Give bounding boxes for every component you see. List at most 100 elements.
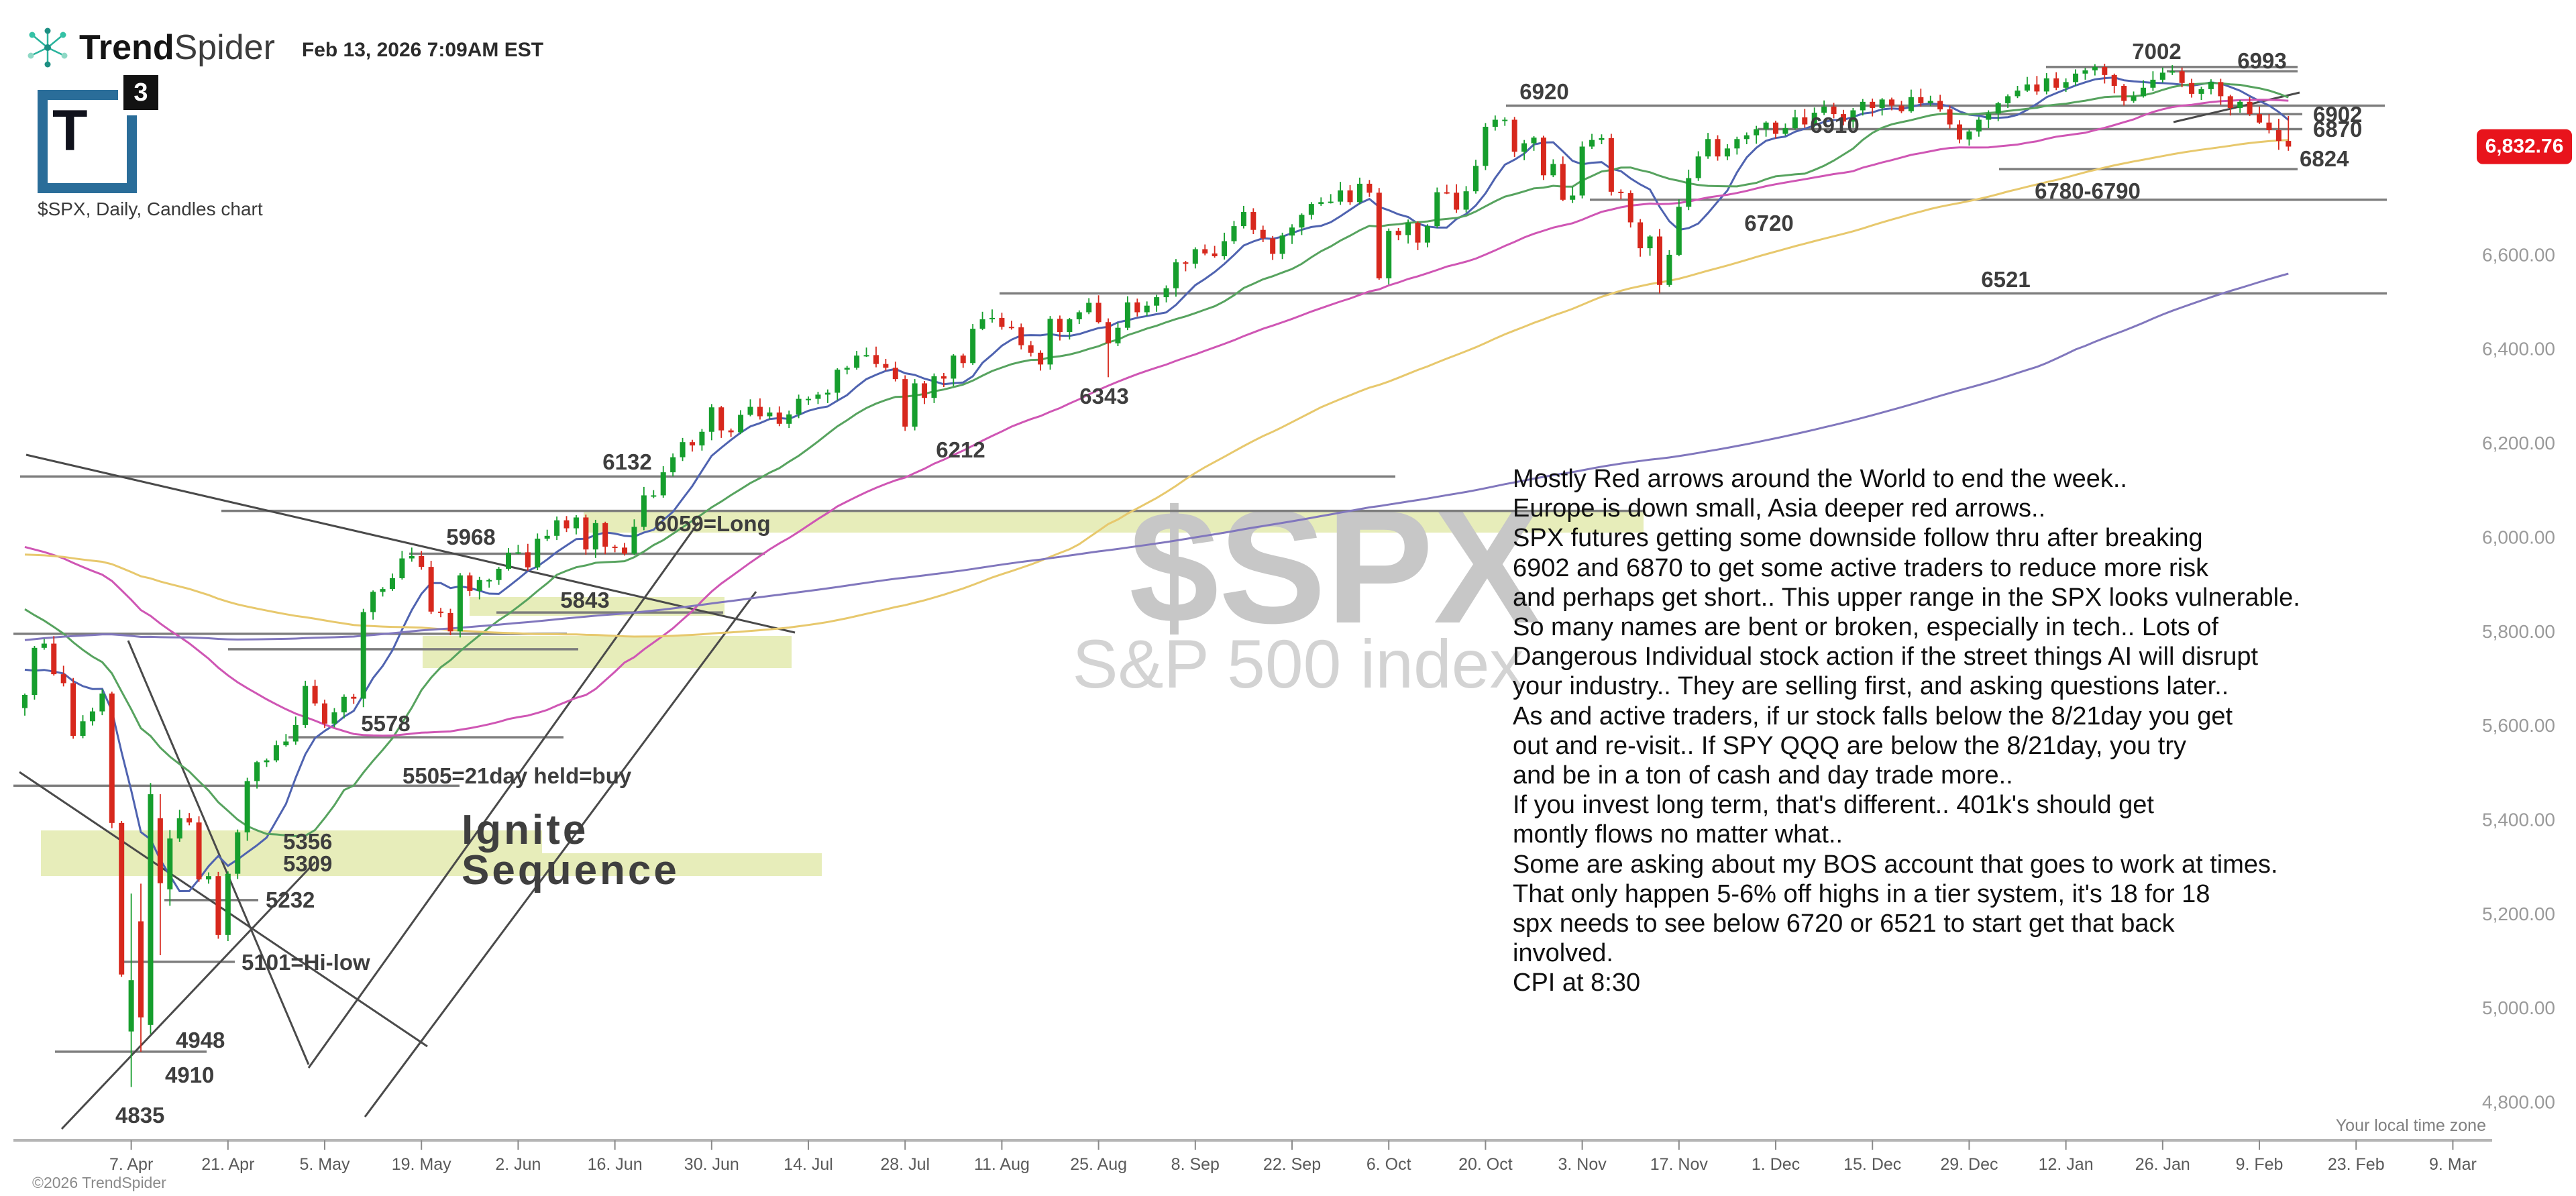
candle — [1047, 319, 1053, 365]
t3-logo-letter: T — [52, 99, 88, 163]
candle — [496, 568, 502, 580]
candle — [2150, 79, 2156, 88]
candle — [708, 407, 714, 432]
candle — [457, 575, 463, 632]
candle — [486, 580, 492, 582]
candle — [380, 589, 386, 592]
level-label: 6902 — [2313, 102, 2362, 127]
candle — [1424, 226, 1430, 243]
candle — [1627, 193, 1633, 223]
candle — [1057, 319, 1063, 332]
candle — [1415, 223, 1421, 243]
candle — [399, 558, 405, 578]
note-line: That only happen 5-6% off highs in a tie… — [1513, 879, 2210, 908]
candle — [2227, 96, 2233, 108]
candle — [1444, 192, 1450, 194]
x-tick-label: 26. Jan — [2135, 1155, 2190, 1174]
x-tick-label: 23. Feb — [2328, 1155, 2385, 1174]
candle — [1338, 190, 1344, 202]
candle — [2140, 87, 2146, 97]
candle — [1860, 101, 1866, 111]
x-tick-label: 7. Apr — [109, 1155, 153, 1174]
level-label: 5505=21day held=buy — [402, 763, 632, 788]
x-tick-label: 19. May — [392, 1155, 451, 1174]
copyright-text: ©2026 TrendSpider — [32, 1174, 166, 1191]
level-label: 5843 — [560, 588, 609, 612]
candle — [680, 442, 686, 457]
candle — [331, 712, 337, 724]
candle — [2247, 101, 2253, 115]
x-tick-label: 22. Sep — [1263, 1155, 1321, 1174]
candle — [1502, 119, 1508, 121]
candle — [1163, 288, 1169, 298]
candle — [2275, 129, 2282, 142]
candle — [1511, 119, 1517, 152]
x-tick-label: 21. Apr — [201, 1155, 254, 1174]
candle — [2063, 82, 2069, 88]
candle — [1995, 103, 2001, 114]
candle — [1666, 254, 1672, 285]
candle — [2218, 82, 2224, 97]
candle — [883, 364, 889, 368]
candle — [583, 517, 589, 550]
candle — [1454, 193, 1460, 210]
candle — [854, 356, 860, 368]
candle — [89, 711, 95, 722]
candle — [1918, 97, 1924, 103]
candle — [1589, 140, 1595, 147]
candle — [1715, 139, 1721, 157]
candle — [1115, 327, 1121, 343]
note-line: Mostly Red arrows around the World to en… — [1513, 465, 2127, 493]
candle — [41, 643, 47, 648]
x-tick-label: 16. Jun — [588, 1155, 643, 1174]
note-line: your industry.. They are selling first, … — [1513, 672, 2229, 701]
y-tick-label: 6,600.00 — [2482, 244, 2555, 265]
candle — [660, 472, 666, 496]
candle — [525, 552, 531, 567]
candle — [2015, 91, 2021, 97]
brand-name: TrendSpider — [79, 28, 275, 67]
candle — [1686, 178, 1692, 207]
y-tick-label: 6,000.00 — [2482, 527, 2555, 547]
svg-text:S&P 500 index: S&P 500 index — [1073, 626, 1524, 702]
y-tick-label: 4,800.00 — [2482, 1091, 2555, 1112]
candle — [2034, 84, 2040, 92]
candle — [2121, 85, 2127, 101]
x-tick-label: 14. Jul — [784, 1155, 833, 1174]
support-resistance-lines — [13, 66, 2387, 1053]
candle — [1212, 253, 1218, 256]
candle — [1173, 262, 1179, 288]
t3-logo-square — [38, 90, 137, 193]
x-tick-label: 9. Mar — [2429, 1155, 2477, 1174]
candle — [1192, 249, 1198, 264]
candle — [979, 319, 985, 329]
candle — [196, 822, 202, 880]
level-label: 5356 — [283, 829, 332, 854]
candle — [506, 553, 511, 569]
candle — [128, 980, 134, 1032]
candle — [2024, 84, 2030, 91]
candle — [1038, 352, 1044, 365]
candles-layer[interactable] — [22, 64, 2292, 1087]
note-line: and be in a ton of cash and day trade mo… — [1513, 761, 2013, 790]
candle — [389, 578, 395, 590]
candle — [631, 527, 637, 554]
candle — [1144, 305, 1150, 313]
candle — [1889, 99, 1895, 106]
candle — [2169, 71, 2176, 73]
x-tick-label: 1. Dec — [1752, 1155, 1800, 1174]
chart-descriptor: $SPX, Daily, Candles chart — [38, 199, 263, 219]
last-price-badge: 6,832.76 — [2477, 129, 2572, 164]
level-label: 6780-6790 — [2035, 178, 2141, 203]
candle — [738, 415, 744, 433]
candle — [1086, 303, 1092, 313]
candle — [989, 317, 995, 320]
candle — [360, 612, 366, 699]
y-tick-label: 5,000.00 — [2482, 997, 2555, 1018]
candle — [931, 376, 937, 398]
candle — [1937, 101, 1943, 110]
level-label: 5968 — [446, 525, 495, 549]
candle — [1560, 164, 1566, 200]
